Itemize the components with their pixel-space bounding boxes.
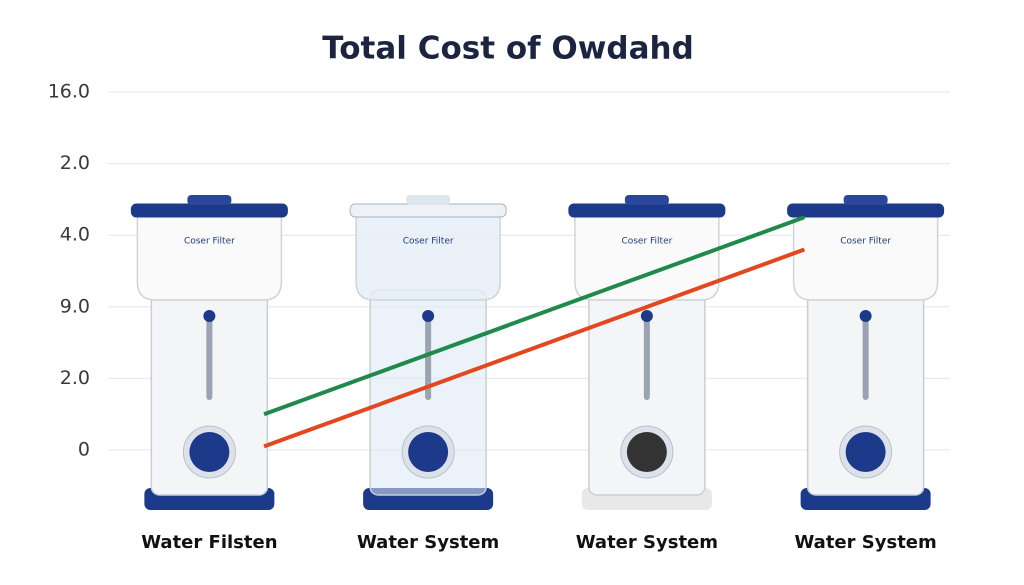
- filter-dial: [408, 432, 449, 472]
- filter-slider: [206, 312, 213, 400]
- filter-lid: [349, 203, 507, 218]
- filter-lid: [787, 203, 945, 218]
- x-tick-label: Water System: [357, 532, 499, 553]
- filter-handle: [406, 195, 451, 205]
- x-tick-label: Water System: [576, 532, 718, 553]
- y-tick-label: 2.0: [60, 152, 90, 174]
- y-tick-label: 16.0: [48, 81, 90, 103]
- product-label: Coser Filter: [184, 237, 235, 247]
- filter-lid: [568, 203, 726, 218]
- y-tick-label: 2.0: [60, 367, 90, 389]
- filter-reservoir: [136, 211, 283, 301]
- y-tick-label: 9.0: [60, 295, 90, 317]
- x-tick-label: Water Filsten: [141, 532, 277, 553]
- filter-slider: [643, 312, 650, 400]
- product-label: Coser Filter: [621, 237, 672, 247]
- filter-dial: [189, 432, 230, 472]
- filter-slider-knob: [422, 310, 435, 322]
- filter-slider-knob: [203, 310, 216, 322]
- filter-slider: [862, 312, 869, 400]
- filter-reservoir: [574, 211, 720, 301]
- product-label: Coser Filter: [403, 237, 454, 247]
- series-line: [263, 247, 806, 449]
- filter-reservoir: [792, 211, 939, 301]
- series-line: [263, 215, 806, 417]
- filter-lid: [130, 203, 288, 218]
- filter-reservoir: [355, 211, 501, 301]
- y-tick-label: 0: [78, 439, 90, 461]
- filter-handle: [843, 195, 888, 205]
- x-tick-label: Water System: [794, 532, 936, 553]
- filter-handle: [624, 195, 669, 205]
- chart-title: Total Cost of Owdahd: [322, 31, 694, 67]
- product-label: Coser Filter: [840, 237, 891, 247]
- filter-handle: [187, 195, 232, 205]
- filter-slider-knob: [859, 310, 872, 322]
- y-tick-label: 4.0: [60, 224, 90, 246]
- filter-dial: [845, 432, 886, 472]
- filter-slider-knob: [640, 310, 653, 322]
- filter-dial: [626, 432, 667, 472]
